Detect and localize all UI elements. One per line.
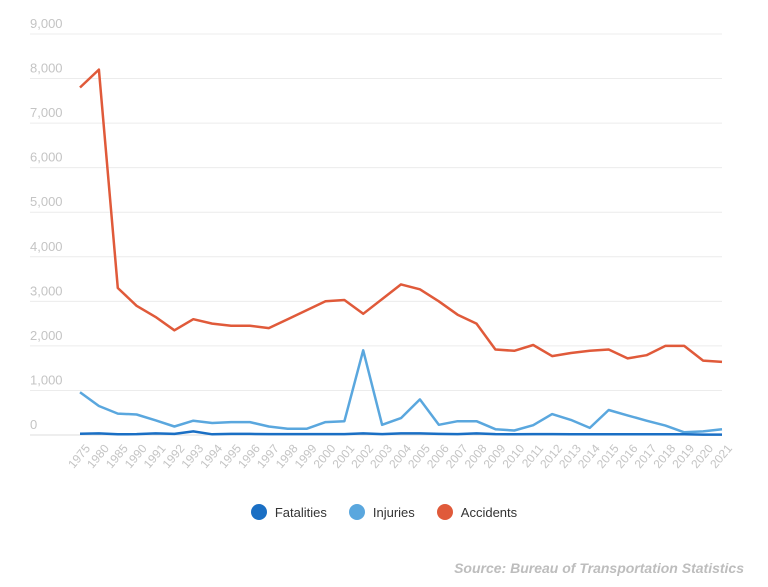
legend-label-accidents: Accidents	[460, 504, 518, 520]
y-tick-label: 0	[30, 417, 37, 432]
x-axis-ticks: 1975198019851990199119921993199419951996…	[65, 441, 735, 471]
legend-label-fatalities: Fatalities	[274, 504, 327, 520]
line-chart: 0 1,000 2,000 3,000 4,000 5,000 6,000 7,000 8,00…	[30, 16, 735, 471]
y-axis-ticks: 0 1,000 2,000 3,000 4,000 5,000 6,000 7,000 8,00…	[30, 16, 63, 432]
series-line-fatalities	[79, 430, 722, 436]
y-tick-label: 8,000	[30, 61, 63, 76]
y-tick-label: 5,000	[30, 194, 63, 209]
legend-item-accidents[interactable]: Accidents	[436, 504, 518, 520]
y-tick-label: 4,000	[30, 239, 63, 254]
y-tick-label: 7,000	[30, 105, 63, 120]
legend-swatch-injuries	[348, 504, 365, 520]
series-line-accidents	[79, 68, 723, 364]
y-tick-label: 9,000	[30, 16, 63, 31]
legend-label-injuries: Injuries	[372, 504, 415, 520]
y-tick-label: 2,000	[30, 328, 63, 343]
legend-item-injuries[interactable]: Injuries	[348, 504, 415, 520]
x-tick-label: 2021	[707, 441, 735, 471]
legend: Fatalities Injuries Accidents	[0, 500, 768, 524]
legend-swatch-fatalities	[250, 504, 267, 520]
y-tick-label: 1,000	[30, 372, 63, 387]
series-line-injuries	[79, 349, 723, 434]
gridlines	[30, 33, 722, 436]
y-tick-label: 6,000	[30, 150, 63, 165]
legend-swatch-accidents	[436, 504, 453, 520]
legend-item-fatalities[interactable]: Fatalities	[250, 504, 327, 520]
source-note: Source: Bureau of Transportation Statist…	[454, 560, 744, 576]
series-lines	[79, 68, 723, 436]
y-tick-label: 3,000	[30, 283, 63, 298]
